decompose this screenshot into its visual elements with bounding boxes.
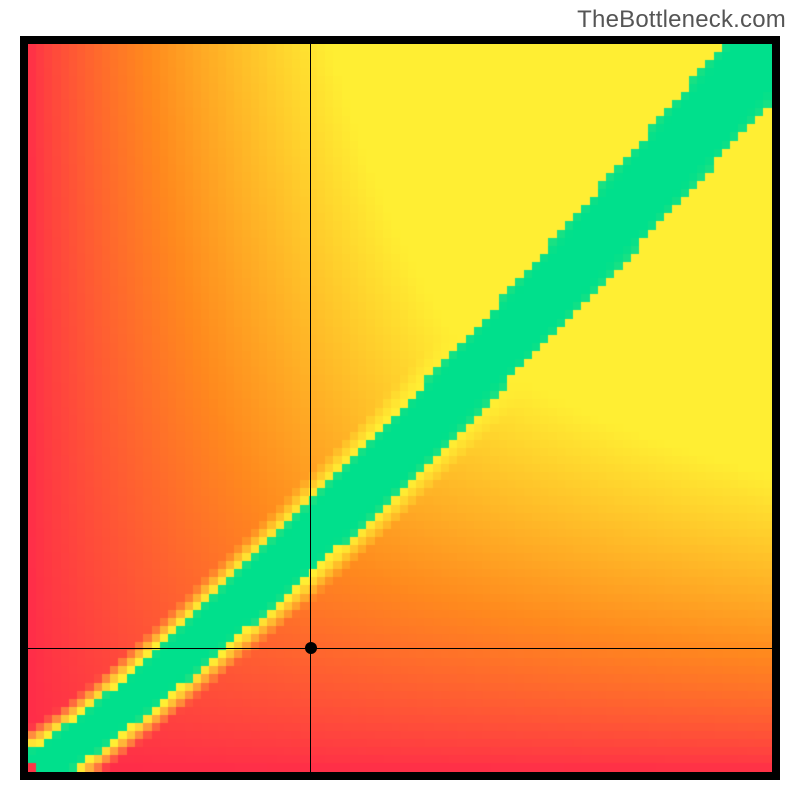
crosshair-horizontal <box>28 648 772 649</box>
watermark-text: TheBottleneck.com <box>577 6 786 34</box>
chart-container: TheBottleneck.com <box>0 0 800 800</box>
heatmap-canvas <box>28 44 772 772</box>
marker-dot <box>305 642 317 654</box>
crosshair-vertical <box>310 44 311 772</box>
